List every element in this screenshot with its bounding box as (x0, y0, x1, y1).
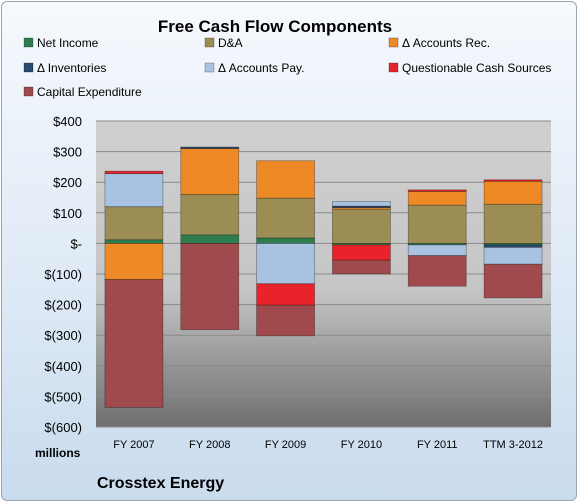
legend-swatch-capital-expenditure (23, 86, 34, 97)
y-tick-label: $(200) (44, 298, 82, 313)
x-tick-label: FY 2008 (189, 439, 230, 451)
unit-label: millions (35, 446, 81, 460)
legend-swatch-questionable-cash-sources (388, 62, 399, 73)
bar-capital-expenditure-fy-2008 (180, 242, 240, 331)
bar-inventories-fy-2008 (180, 146, 240, 149)
x-tick-label: TTM 3-2012 (483, 439, 543, 451)
y-tick-label: $(400) (44, 359, 82, 374)
y-tick-label: $100 (53, 206, 82, 221)
company-name: Crosstex Energy (97, 475, 224, 492)
legend-label-questionable-cash-sources: Questionable Cash Sources (402, 61, 551, 75)
x-tick-label: FY 2011 (417, 439, 458, 451)
legend-label-accounts-pay: Δ Accounts Pay. (218, 61, 305, 75)
legend-swatch-net-income (23, 37, 34, 48)
bar-questionable-cash-sources-fy-2011 (407, 189, 467, 192)
legend: Net Income D&A Δ Accounts Rec. Δ Inventorie… (23, 36, 551, 99)
y-tick-label: $(600) (44, 420, 82, 435)
x-tick-label: FY 2007 (113, 439, 154, 451)
legend-label-d-a: D&A (218, 36, 243, 50)
bar-accounts-rec-ttm-3-2012 (483, 180, 543, 205)
y-tick-label: $400 (53, 114, 82, 129)
bar-capital-expenditure-fy-2007 (104, 279, 164, 408)
x-tick-label: FY 2009 (265, 439, 306, 451)
bar-questionable-cash-sources-fy-2010 (332, 244, 391, 261)
legend-swatch-accounts-rec (388, 37, 399, 48)
y-tick-label: $200 (53, 175, 82, 190)
bar-questionable-cash-sources-fy-2007 (104, 170, 164, 175)
legend-swatch-accounts-pay (204, 62, 215, 73)
bar-accounts-rec-fy-2008 (180, 148, 240, 195)
bar-accounts-rec-fy-2011 (407, 190, 467, 206)
bar-capital-expenditure-fy-2010 (332, 259, 391, 275)
legend-label-net-income: Net Income (37, 36, 99, 50)
bar-accounts-pay-fy-2007 (104, 173, 164, 208)
x-tick-label: FY 2010 (341, 439, 382, 451)
legend-label-inventories: Δ Inventories (37, 61, 106, 75)
y-tick-label: $(500) (44, 389, 82, 404)
y-tick-label: $- (70, 236, 82, 251)
legend-swatch-inventories (23, 62, 34, 73)
bars (104, 146, 543, 408)
bar-accounts-pay-fy-2010 (332, 201, 391, 207)
legend-label-capital-expenditure: Capital Expenditure (37, 85, 142, 99)
bar-net-income-fy-2008 (180, 234, 240, 244)
gridlines (96, 120, 551, 428)
bar-accounts-pay-fy-2011 (407, 244, 467, 257)
bar-accounts-pay-fy-2009 (256, 242, 315, 285)
bar-accounts-pay-ttm-3-2012 (483, 246, 543, 265)
bar-d-a-ttm-3-2012 (483, 203, 543, 244)
y-tick-label: $(300) (44, 328, 82, 343)
legend-swatch-d-a (204, 37, 215, 48)
bar-net-income-fy-2007 (104, 239, 164, 244)
bar-capital-expenditure-fy-2011 (407, 255, 467, 287)
bar-net-income-fy-2009 (256, 237, 315, 244)
y-tick-label: $(100) (44, 267, 82, 282)
bar-d-a-fy-2010 (332, 208, 391, 244)
bar-questionable-cash-sources-ttm-3-2012 (483, 179, 543, 182)
bar-capital-expenditure-ttm-3-2012 (483, 263, 543, 299)
y-axis-ticks: $400 $300 $200 $100 $- $(100) $(200) $(300) $(40… (44, 114, 82, 435)
y-tick-label: $300 (53, 145, 82, 160)
bar-questionable-cash-sources-fy-2009 (256, 283, 315, 306)
bar-d-a-fy-2008 (180, 194, 240, 236)
bar-accounts-rec-fy-2009 (256, 160, 315, 199)
bar-inventories-ttm-3-2012 (483, 244, 543, 248)
bar-capital-expenditure-fy-2009 (256, 304, 315, 337)
bar-d-a-fy-2011 (407, 204, 467, 244)
bar-accounts-rec-fy-2007 (104, 242, 164, 280)
bar-accounts-rec-fy-2010 (332, 207, 391, 210)
chart-title: Free Cash Flow Components (158, 17, 392, 36)
bar-d-a-fy-2009 (256, 197, 315, 239)
x-axis-ticks: FY 2007 FY 2008 FY 2009 FY 2010 FY 2011 TTM 3… (113, 439, 543, 451)
bar-d-a-fy-2007 (104, 206, 164, 241)
legend-label-accounts-rec: Δ Accounts Rec. (402, 36, 490, 50)
